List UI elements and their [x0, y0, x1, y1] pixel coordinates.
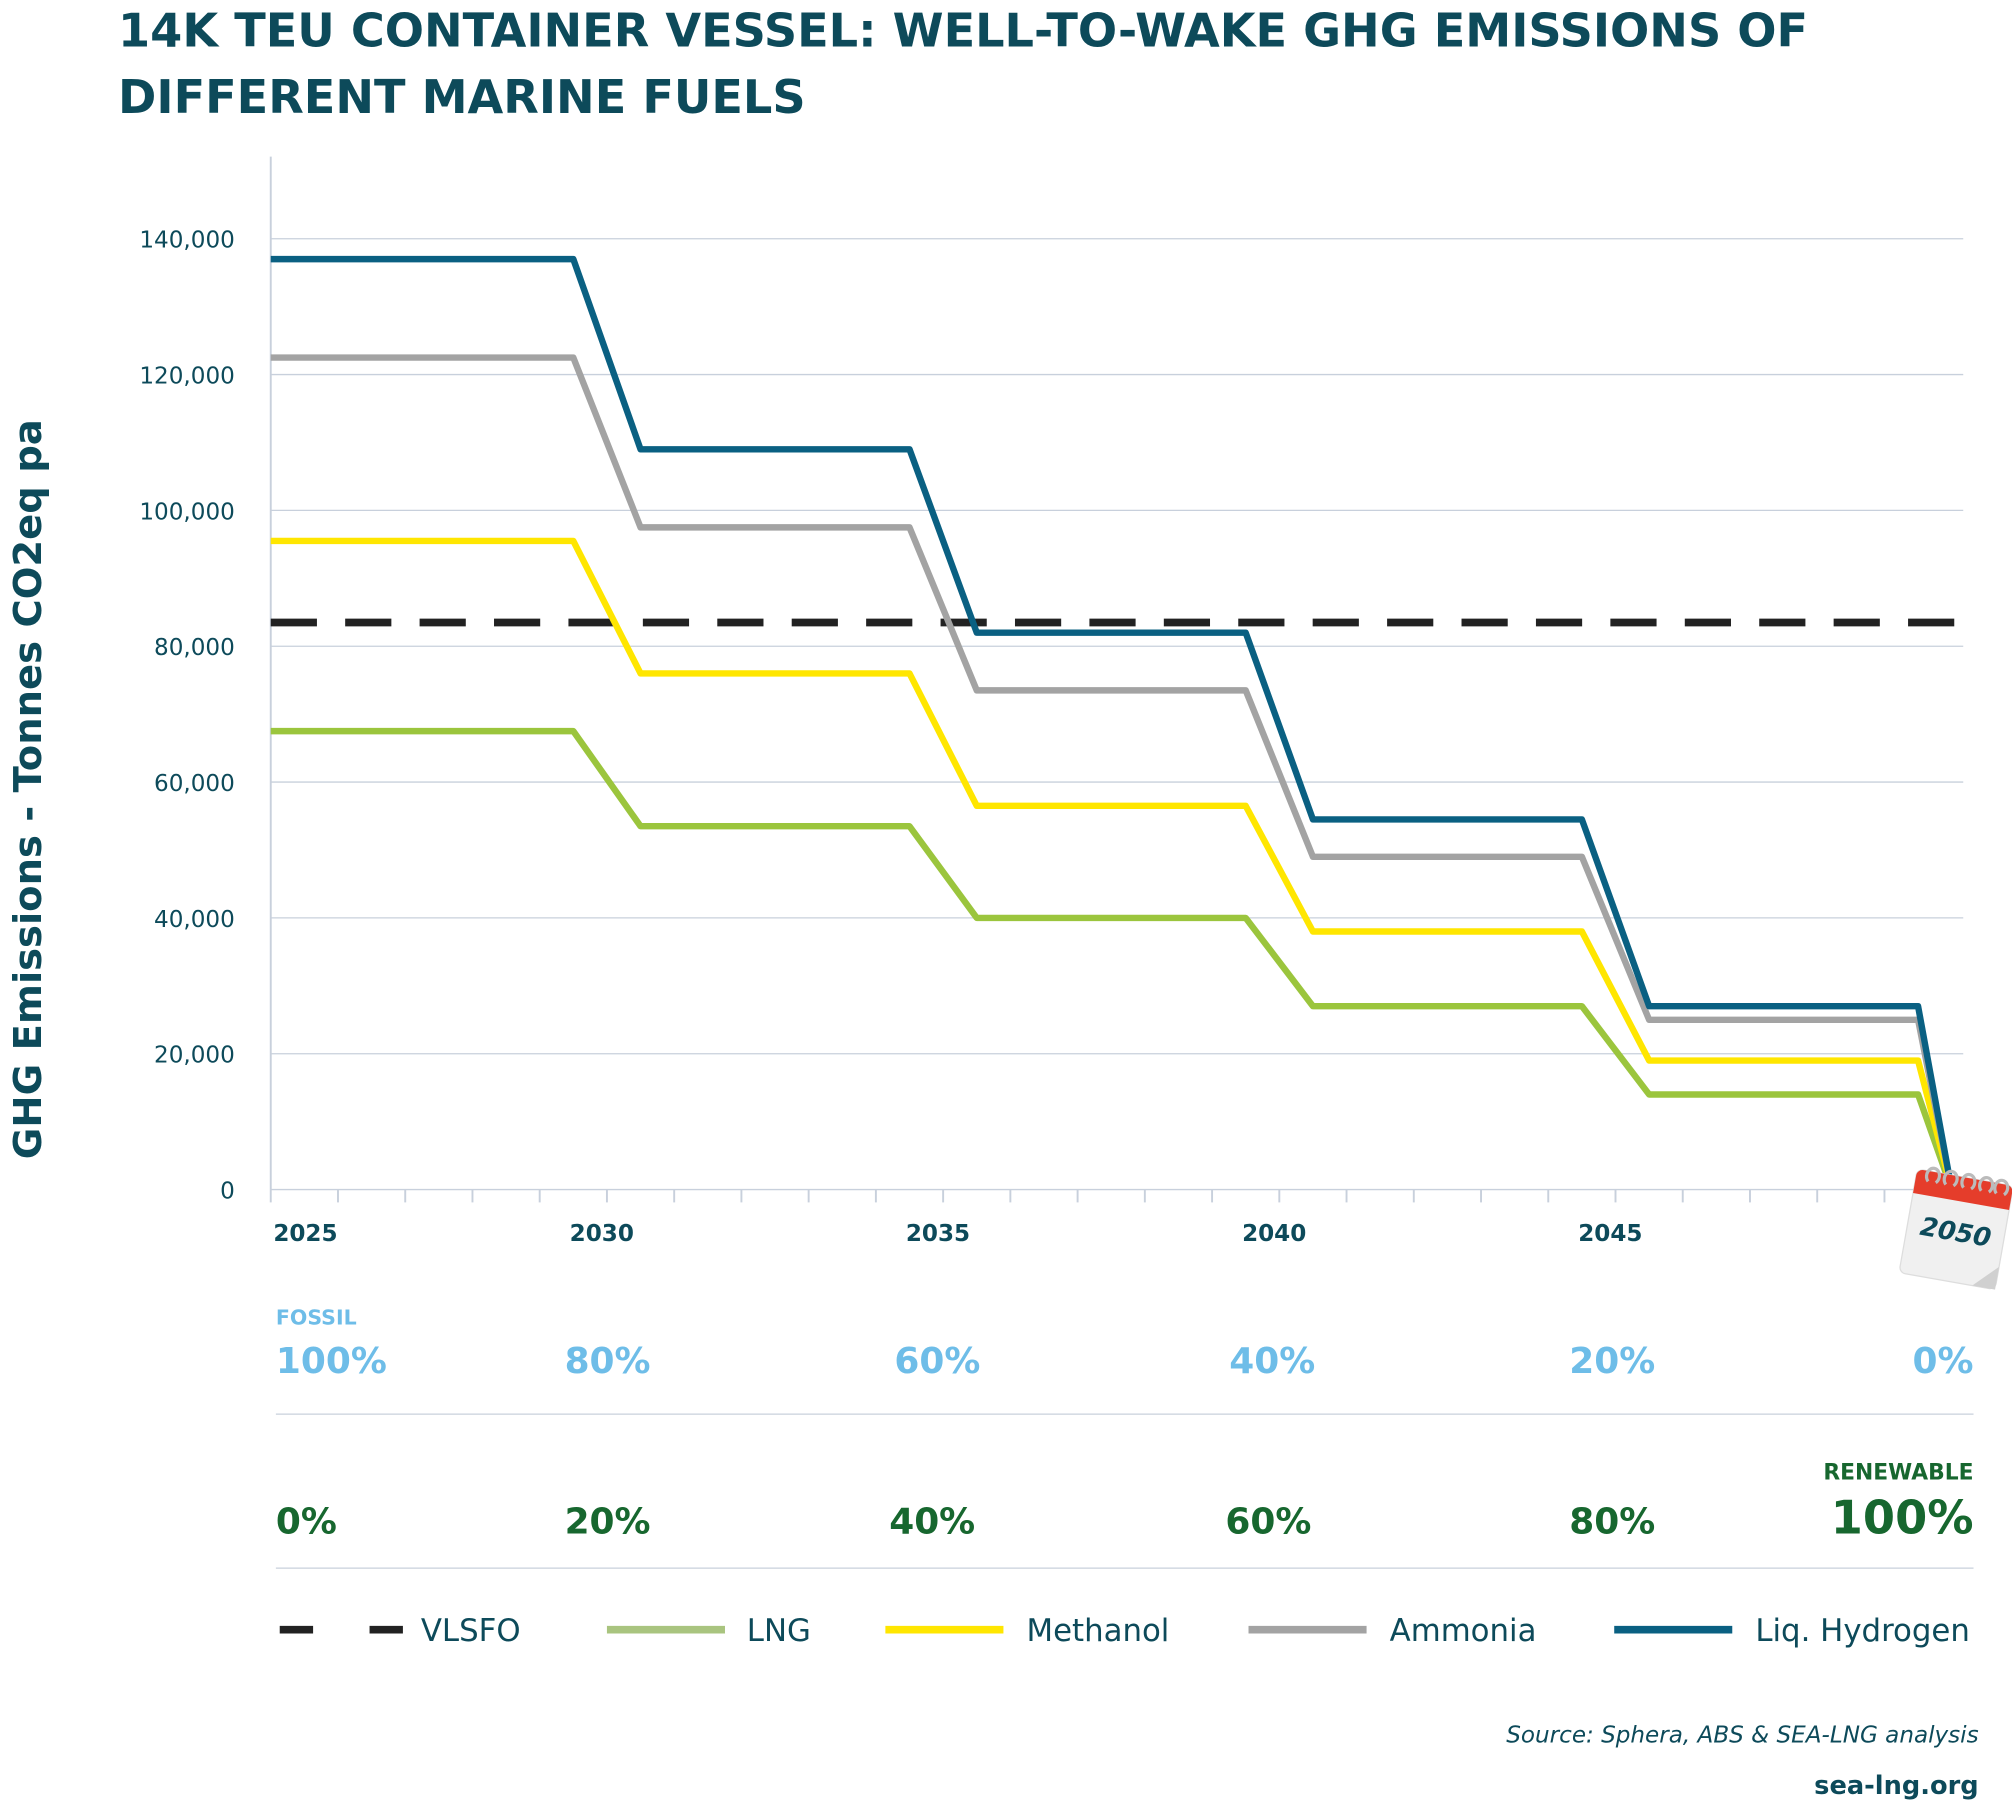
series-lng	[270, 727, 1955, 1191]
renewable-share: 100%	[1831, 1490, 1974, 1544]
y-tick-label: 140,000	[139, 228, 234, 254]
calendar-icon: 2050	[1899, 1166, 2012, 1290]
legend-label: VLSFO	[421, 1613, 521, 1649]
renewable-label: RENEWABLE	[1823, 1461, 1973, 1486]
fossil-share: 80%	[565, 1341, 651, 1382]
legend-item: Ammonia	[1248, 1613, 1537, 1649]
y-tick-label: 120,000	[139, 364, 234, 390]
x-tick-label: 2025	[273, 1221, 337, 1247]
y-tick-label: 60,000	[154, 771, 235, 797]
series-line	[270, 537, 1955, 1191]
series-liq-hydrogen	[270, 255, 1955, 1191]
y-axis-label: GHG Emissions - Tonnes CO2eq pa	[6, 419, 51, 1159]
fossil-share: 0%	[1913, 1341, 1974, 1382]
series-line	[270, 354, 1955, 1191]
renewable-share: 20%	[565, 1501, 651, 1542]
legend-item: LNG	[606, 1613, 811, 1649]
series-line	[270, 727, 1955, 1191]
renewable-share: 0%	[276, 1501, 337, 1542]
fossil-share: 40%	[1229, 1341, 1315, 1382]
legend-item: Liq. Hydrogen	[1614, 1613, 1970, 1649]
x-tick-label: 2040	[1242, 1221, 1306, 1247]
legend-label: Ammonia	[1390, 1613, 1537, 1649]
series-methanol	[270, 537, 1955, 1191]
renewable-share: 40%	[889, 1501, 975, 1542]
fossil-label: FOSSIL	[276, 1305, 357, 1329]
y-tick-label: 40,000	[154, 907, 235, 933]
renewable-share: 60%	[1225, 1501, 1311, 1542]
y-tick-label: 0	[220, 1179, 235, 1205]
series-ammonia	[270, 354, 1955, 1191]
legend-item: VLSFO	[279, 1613, 521, 1649]
x-tick-label: 2035	[906, 1221, 970, 1247]
y-tick-label: 80,000	[154, 635, 235, 661]
chart-title-line1: 14K TEU CONTAINER VESSEL: WELL-TO-WAKE G…	[118, 3, 1808, 57]
y-tick-label: 20,000	[154, 1043, 235, 1069]
source-note: Source: Sphera, ABS & SEA-LNG analysis	[1506, 1723, 1978, 1749]
fossil-share: 100%	[276, 1341, 387, 1382]
chart-title-line2: DIFFERENT MARINE FUELS	[118, 70, 806, 124]
renewable-share: 80%	[1569, 1501, 1655, 1542]
fossil-share: 60%	[894, 1341, 980, 1382]
website: sea-lng.org	[1814, 1771, 1978, 1801]
x-tick-label: 2030	[570, 1221, 634, 1247]
fossil-share: 20%	[1569, 1341, 1655, 1382]
legend-label: Liq. Hydrogen	[1755, 1613, 1970, 1649]
y-tick-label: 100,000	[139, 499, 234, 525]
legend-label: LNG	[747, 1613, 811, 1649]
legend-item: Methanol	[885, 1613, 1169, 1649]
legend-label: Methanol	[1027, 1613, 1170, 1649]
x-tick-label: 2045	[1578, 1221, 1642, 1247]
legend: VLSFO LNG Methanol Ammonia Liq. Hydrogen	[279, 1613, 1970, 1649]
series-line	[270, 255, 1955, 1191]
